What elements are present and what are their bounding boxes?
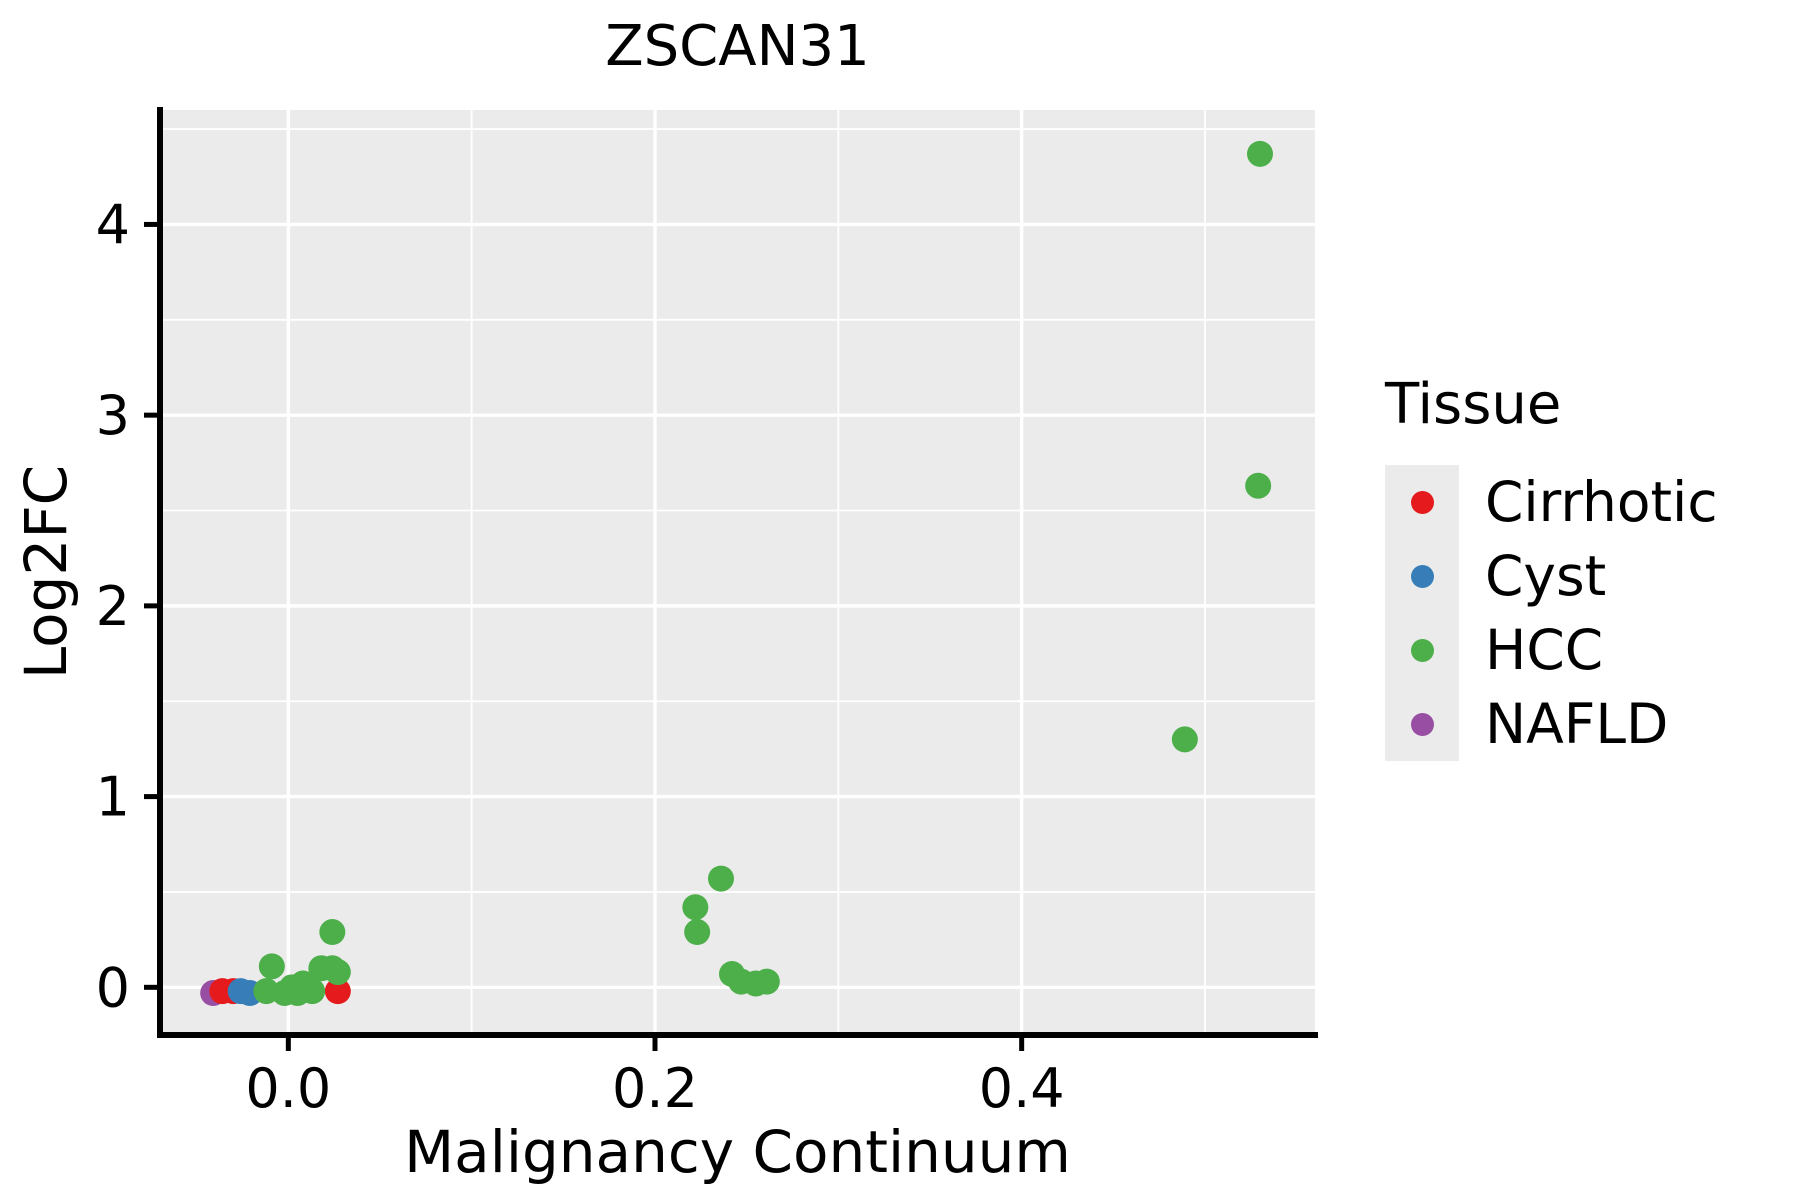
cyst-dot-icon [1410,564,1434,588]
y-axis-label: Log2FC [12,464,80,680]
legend-title: Tissue [1385,372,1562,437]
x-tick-label: 0.0 [245,1057,331,1120]
data-point-hcc [682,894,709,921]
legend-label: Cirrhotic [1485,470,1718,534]
data-point-hcc [753,968,780,995]
legend-label: NAFLD [1485,692,1669,756]
legend-key-box [1385,539,1459,613]
legend-key-box [1385,613,1459,687]
legend-item-cirrhotic: Cirrhotic [1385,465,1718,539]
legend: Tissue Cirrhotic Cyst HCC NAFLD [1385,372,1718,761]
y-tick-label: 0 [96,956,130,1019]
x-axis-label: Malignancy Continuum [404,1118,1071,1186]
data-point-hcc [1171,726,1198,753]
x-tick-label: 0.4 [979,1057,1065,1120]
legend-keys: Cirrhotic Cyst HCC NAFLD [1385,465,1718,761]
y-tick-label: 1 [96,766,130,829]
legend-item-nafld: NAFLD [1385,687,1718,761]
data-point-cirrhotic [324,978,351,1005]
legend-key-box [1385,687,1459,761]
data-point-hcc [1247,140,1273,167]
nafld-dot-icon [1410,712,1434,736]
data-point-hcc [324,959,351,986]
plot-panel [160,110,1315,1035]
y-tick-label: 3 [96,384,130,447]
legend-label: Cyst [1485,544,1607,608]
x-tick-label: 0.2 [612,1057,698,1120]
data-point-hcc [684,919,711,946]
legend-key-box [1385,465,1459,539]
y-tick-label: 4 [96,193,130,256]
data-point-hcc [271,980,298,1007]
data-point-hcc [708,865,734,892]
data-point-hcc [319,919,346,946]
data-point-hcc [299,978,326,1005]
cirrhotic-dot-icon [1410,490,1434,514]
hcc-dot-icon [1410,638,1434,662]
chart-title: ZSCAN31 [605,14,870,79]
legend-label: HCC [1485,618,1604,682]
data-point-hcc [1245,472,1272,499]
legend-item-hcc: HCC [1385,613,1718,687]
data-point-hcc [258,953,285,980]
legend-item-cyst: Cyst [1385,539,1718,613]
y-tick-label: 2 [96,575,130,638]
